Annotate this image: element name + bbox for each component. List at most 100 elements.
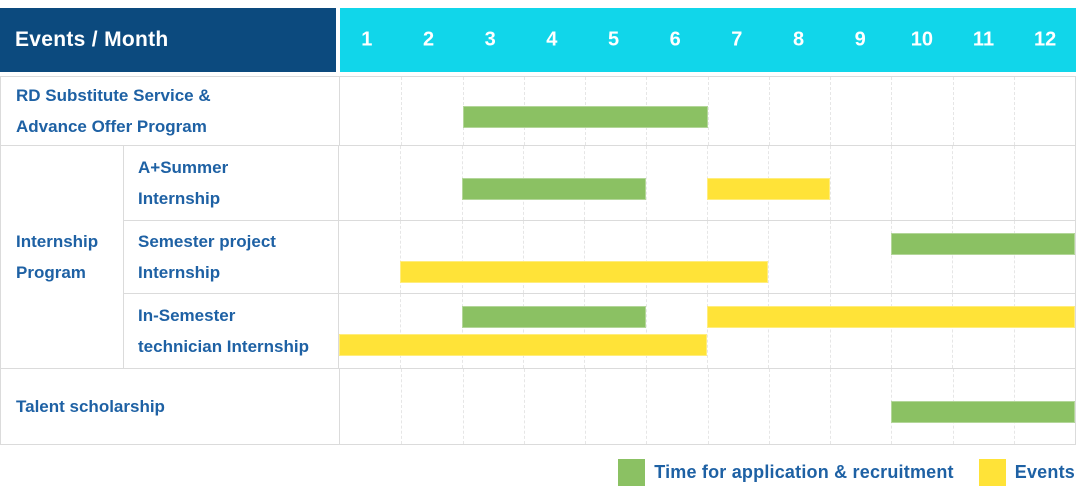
- row-label-talent-scholarship: Talent scholarship: [1, 369, 340, 444]
- legend: Time for application & recruitment Event…: [618, 459, 1075, 486]
- legend-label-recruitment: Time for application & recruitment: [654, 462, 954, 482]
- month-gridline: [891, 146, 892, 220]
- gantt-bar-time-for-application-recruitment-m10-m12: [891, 232, 1075, 255]
- month-label-10: 10: [910, 28, 933, 51]
- row-label-line: In-Semester: [138, 306, 236, 325]
- month-gridline: [952, 146, 954, 220]
- month-gridline: [461, 221, 463, 293]
- month-gridline: [401, 369, 403, 444]
- row-label-line: Semester project: [138, 232, 276, 251]
- month-label-4: 4: [546, 28, 558, 51]
- header-events-month-title: Events / Month: [0, 8, 336, 72]
- gantt-bar-events-m1-m6: [339, 334, 707, 356]
- month-label-6: 6: [669, 28, 681, 51]
- month-gridline: [646, 369, 648, 444]
- month-gridline: [585, 369, 586, 444]
- month-label-11: 11: [972, 28, 995, 51]
- month-gridline: [523, 221, 524, 293]
- month-gridline: [891, 294, 892, 368]
- gantt-bar-events-m7-m12: [707, 306, 1075, 328]
- gantt-bar-time-for-application-recruitment-m3-m5: [461, 177, 646, 200]
- month-gridline: [400, 294, 402, 368]
- table-row-talent-scholarship: Talent scholarship: [1, 369, 1075, 444]
- month-gridline: [462, 369, 464, 444]
- month-gridline: [768, 294, 770, 368]
- legend-label-events: Events: [1014, 462, 1075, 482]
- gantt-bar-time-for-application-recruitment-m3-m6: [462, 105, 708, 128]
- month-gridline: [952, 221, 954, 293]
- month-gridline: [707, 221, 708, 293]
- table-row-rd-substitute-service-advance-offer-program: RD Substitute Service & Advance Offer Pro…: [1, 77, 1075, 146]
- month-label-1: 1: [361, 28, 373, 51]
- month-gridline: [1013, 77, 1015, 145]
- row-label-line: technician Internship: [138, 337, 309, 356]
- month-label-9: 9: [854, 28, 866, 51]
- timeline-semester-project-internship: [339, 221, 1075, 293]
- month-gridline: [707, 369, 709, 444]
- timeline-talent-scholarship: [340, 369, 1075, 444]
- month-gridline: [707, 77, 709, 145]
- row-label-line: Advance Offer Program: [16, 117, 207, 136]
- month-gridline: [461, 294, 463, 368]
- month-gridline: [891, 221, 892, 293]
- month-gridline: [952, 294, 954, 368]
- row-label-line: Internship: [138, 189, 221, 208]
- month-label-8: 8: [792, 28, 805, 51]
- row-label-semester-project-internship: Semester project Internship: [124, 221, 339, 293]
- table-row-semester-project-internship: Semester project Internship: [124, 221, 1075, 294]
- month-gridline: [830, 369, 831, 444]
- month-gridline: [400, 146, 402, 220]
- timeline-rd-substitute-service-advance-offer-program: [340, 77, 1075, 145]
- month-gridline: [584, 294, 586, 368]
- month-label-2: 2: [422, 28, 435, 51]
- gantt-bar-events-m2-m7: [400, 260, 769, 283]
- month-gridline: [768, 77, 770, 145]
- group-label-internship-program: Internship Program: [1, 146, 124, 368]
- month-gridline: [1013, 221, 1015, 293]
- legend-swatch-events: [978, 459, 1006, 486]
- table-header: Events / Month 1 2 3 4 5 6 7 8 9 10 11 12: [0, 8, 1076, 72]
- group-label-line: Internship: [16, 232, 99, 251]
- row-label-rd-substitute-service-advance-offer-program: RD Substitute Service & Advance Offer Pro…: [1, 77, 340, 145]
- month-gridline: [952, 77, 954, 145]
- month-gridline: [768, 221, 770, 293]
- month-gridline: [891, 77, 893, 145]
- month-gridline: [645, 221, 647, 293]
- month-gridline: [707, 294, 708, 368]
- month-gridline: [830, 77, 831, 145]
- legend-swatch-recruitment: [618, 459, 646, 486]
- gantt-bar-time-for-application-recruitment-m3-m5: [461, 306, 646, 328]
- month-label-7: 7: [731, 28, 743, 51]
- month-gridline: [584, 221, 586, 293]
- month-gridline: [829, 146, 831, 220]
- row-label-line: A+Summer: [138, 158, 229, 177]
- month-gridline: [401, 77, 403, 145]
- month-header: 1 2 3 4 5 6 7 8 9 10 11 12: [340, 8, 1076, 72]
- row-label-a-summer-internship: A+Summer Internship: [124, 146, 339, 220]
- events-month-table: Events / Month 1 2 3 4 5 6 7 8 9 10 11 12 RD Substi…: [0, 8, 1076, 445]
- month-gridline: [768, 369, 770, 444]
- month-gridline: [829, 221, 831, 293]
- month-gridline: [523, 294, 524, 368]
- month-gridline: [645, 146, 647, 220]
- row-label-line: RD Substitute Service &: [16, 86, 211, 105]
- month-gridline: [645, 294, 647, 368]
- table-row-in-semester-technician-internship: In-Semester technician Internship: [124, 294, 1075, 368]
- table-group-internship-program: Internship Program A+Summer Internship Semes…: [1, 146, 1075, 369]
- row-label-line: Internship: [138, 263, 221, 282]
- month-gridline: [400, 221, 402, 293]
- group-label-line: Program: [16, 263, 86, 282]
- month-header-numbers: 1 2 3 4 5 6 7 8 9 10 11 12: [336, 8, 1076, 72]
- month-label-3: 3: [484, 28, 496, 51]
- month-gridline: [523, 369, 525, 444]
- timeline-in-semester-technician-internship: [339, 294, 1075, 368]
- month-gridline: [1013, 294, 1015, 368]
- group-rows-internship-program: A+Summer Internship Semester project Intern…: [124, 146, 1075, 368]
- month-label-12: 12: [1034, 28, 1057, 51]
- month-gridline: [1013, 146, 1015, 220]
- timeline-a-summer-internship: [339, 146, 1075, 220]
- row-label-in-semester-technician-internship: In-Semester technician Internship: [124, 294, 339, 368]
- gantt-bar-time-for-application-recruitment-m10-m12: [891, 400, 1075, 423]
- month-label-5: 5: [607, 28, 620, 51]
